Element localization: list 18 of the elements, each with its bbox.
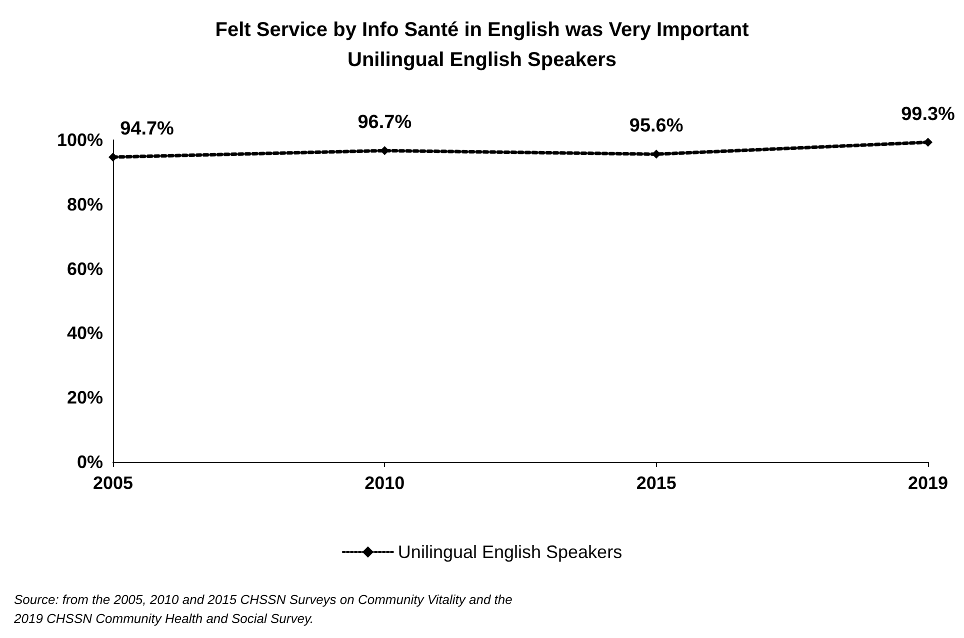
data-label: 95.6% xyxy=(629,116,684,137)
source-note: Source: from the 2005, 2010 and 2015 CHSSN Surveys on Community Vitality and the 2019 CHSSN Community Health and Social Survey. xyxy=(13,592,512,626)
data-label: 99.3% xyxy=(901,104,956,125)
x-tick-label: 2019 xyxy=(908,473,948,493)
x-tick-label: 2010 xyxy=(364,473,405,493)
y-tick-label: 40% xyxy=(66,323,103,344)
x-tick-label: 2015 xyxy=(636,473,676,493)
data-label: 94.7% xyxy=(120,118,174,140)
legend-label: Unilingual English Speakers xyxy=(398,542,622,562)
y-tick-label: 20% xyxy=(66,388,103,408)
point xyxy=(924,138,932,147)
y-tick-label: 100% xyxy=(56,130,103,150)
y-tick-label: 80% xyxy=(66,194,103,214)
y-tick-label: 0% xyxy=(76,452,103,472)
data-label: 96.7% xyxy=(358,112,412,134)
x-tick-label: 2005 xyxy=(92,473,134,493)
chart-title: Felt Service by Info Santé in English was Very Important Unilingual English Speakers xyxy=(215,19,750,71)
y-tick-label: 60% xyxy=(66,258,103,279)
